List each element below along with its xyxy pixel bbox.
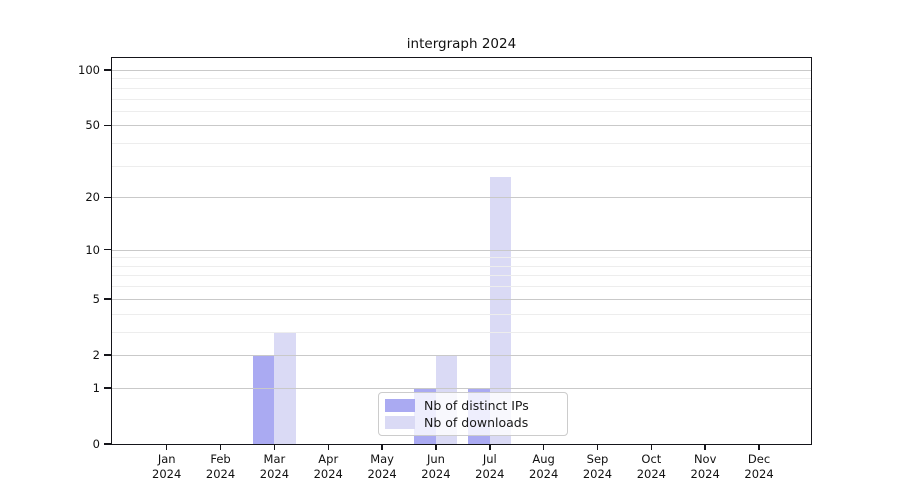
x-tick-mark-jun: [435, 444, 437, 450]
y-tick-mark-50: [104, 124, 112, 127]
legend-row-downloads: Nb of downloads: [385, 414, 559, 431]
x-tick-mark-jul: [489, 444, 491, 450]
y-tick-label-50: 50: [85, 118, 100, 133]
gridline-major-20: [112, 197, 811, 199]
y-tick-label-20: 20: [85, 190, 100, 205]
x-tick-mark-mar: [273, 444, 276, 450]
y-tick-label-0: 0: [92, 437, 100, 451]
gridline-minor-3: [112, 331, 811, 333]
gridline-minor-70: [112, 98, 811, 100]
legend: Nb of distinct IPs Nb of downloads: [378, 392, 568, 436]
x-tick-label-jan: Jan 2024: [152, 452, 182, 481]
x-tick-label-may: May 2024: [367, 452, 397, 481]
y-tick-label-100: 100: [78, 62, 100, 77]
gridline-minor-90: [112, 78, 811, 80]
y-tick-mark-20: [104, 196, 112, 199]
x-tick-mark-nov: [704, 444, 706, 450]
gridline-major-10: [112, 249, 811, 251]
gridline-major-1: [112, 387, 811, 389]
legend-swatch-downloads: [385, 416, 415, 429]
bar-nb-of-downloads-jul: [489, 176, 512, 444]
gridline-minor-40: [112, 143, 811, 145]
x-tick-label-nov: Nov 2024: [690, 452, 720, 481]
x-tick-mark-aug: [542, 444, 545, 450]
legend-label-downloads: Nb of downloads: [424, 415, 529, 430]
y-tick-mark-5: [104, 298, 112, 300]
gridline-minor-8: [112, 265, 811, 267]
legend-label-distinct-ips: Nb of distinct IPs: [424, 398, 529, 413]
x-tick-label-sep: Sep 2024: [582, 452, 613, 481]
gridline-minor-30: [112, 165, 811, 167]
gridline-minor-6: [112, 286, 811, 288]
x-tick-label-apr: Apr 2024: [313, 452, 343, 481]
x-tick-mark-apr: [327, 444, 329, 450]
y-tick-mark-1: [104, 387, 112, 389]
gridline-major-2: [112, 354, 811, 356]
x-tick-mark-may: [381, 444, 383, 450]
y-tick-label-2: 2: [92, 347, 100, 362]
legend-swatch-distinct-ips: [385, 399, 415, 412]
y-tick-label-1: 1: [92, 380, 100, 395]
gridline-minor-9: [112, 257, 811, 259]
chart-title: intergraph 2024: [406, 36, 517, 52]
x-tick-label-mar: Mar 2024: [259, 452, 290, 481]
x-tick-mark-oct: [650, 444, 653, 450]
x-tick-mark-dec: [758, 444, 760, 450]
x-tick-label-jun: Jun 2024: [421, 452, 451, 481]
x-tick-label-aug: Aug 2024: [529, 452, 559, 481]
x-tick-mark-sep: [596, 444, 599, 450]
gridline-minor-80: [112, 87, 811, 89]
y-tick-mark-2: [104, 354, 112, 356]
x-tick-mark-feb: [219, 444, 222, 450]
y-tick-mark-10: [104, 248, 112, 251]
y-tick-label-5: 5: [92, 291, 100, 306]
x-tick-label-feb: Feb 2024: [205, 452, 236, 481]
x-tick-label-jul: Jul 2024: [475, 452, 505, 481]
bar-nb-of-distinct-ips-mar: [252, 354, 275, 444]
legend-row-distinct-ips: Nb of distinct IPs: [385, 397, 559, 414]
gridline-minor-60: [112, 110, 811, 112]
x-tick-label-oct: Oct 2024: [636, 452, 666, 481]
plot-area: [112, 58, 811, 444]
y-tick-label-10: 10: [85, 242, 100, 257]
gridline-major-50: [112, 125, 811, 127]
x-tick-mark-jan: [165, 444, 168, 450]
x-tick-label-dec: Dec 2024: [744, 452, 774, 481]
gridline-major-5: [112, 298, 811, 300]
gridline-minor-7: [112, 275, 811, 277]
gridline-major-100: [112, 69, 811, 71]
y-tick-mark-100: [104, 69, 112, 71]
gridline-minor-4: [112, 313, 811, 315]
y-tick-mark-0: [104, 443, 112, 445]
